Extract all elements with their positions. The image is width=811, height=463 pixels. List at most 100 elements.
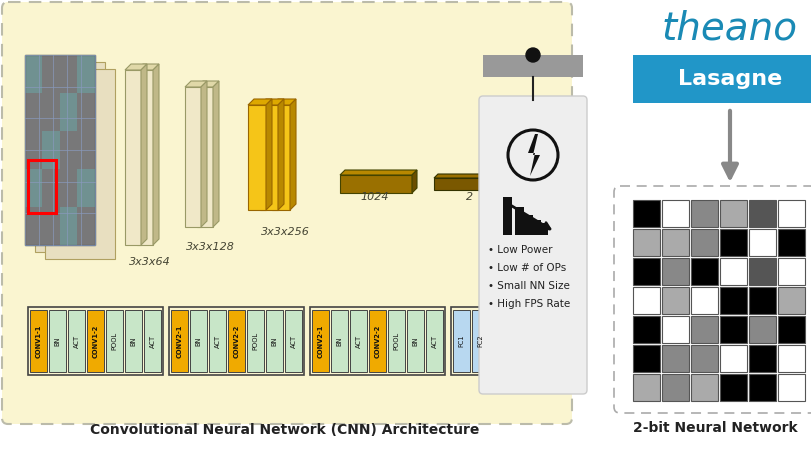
FancyBboxPatch shape	[613, 186, 811, 413]
Bar	[125, 310, 142, 372]
Bar	[60, 131, 77, 169]
Bar	[661, 200, 689, 227]
Bar	[68, 310, 85, 372]
Bar	[310, 307, 444, 375]
Text: BN: BN	[131, 336, 136, 346]
Bar	[690, 258, 717, 285]
Bar	[719, 287, 746, 314]
Bar	[331, 310, 348, 372]
Polygon shape	[277, 99, 284, 210]
Polygon shape	[340, 170, 417, 175]
Bar	[690, 287, 717, 314]
Bar	[285, 310, 302, 372]
Bar	[748, 316, 775, 343]
Text: CONV2-1: CONV2-1	[176, 324, 182, 358]
Text: theano: theano	[661, 9, 797, 47]
Polygon shape	[247, 99, 272, 105]
Text: CONV2-1: CONV2-1	[317, 324, 323, 358]
Bar	[523, 215, 532, 235]
Text: Lasagne: Lasagne	[677, 69, 781, 89]
Bar	[350, 310, 367, 372]
Bar	[144, 310, 161, 372]
Bar	[42, 169, 60, 207]
Bar	[633, 200, 659, 227]
Bar	[661, 316, 689, 343]
Bar	[633, 374, 659, 401]
Bar	[748, 345, 775, 372]
Bar	[514, 207, 523, 235]
Bar	[25, 207, 42, 245]
Bar	[502, 197, 512, 235]
Bar	[777, 200, 804, 227]
Bar	[45, 69, 115, 259]
Text: BN: BN	[336, 336, 342, 346]
Bar	[777, 287, 804, 314]
Bar	[483, 55, 582, 77]
Text: POOL: POOL	[393, 332, 399, 350]
Bar	[185, 87, 201, 227]
Bar	[748, 374, 775, 401]
Text: POOL: POOL	[111, 332, 118, 350]
Text: 3x3x128: 3x3x128	[186, 242, 234, 252]
Bar	[60, 93, 77, 131]
Text: • High FPS Rate: • High FPS Rate	[487, 299, 569, 309]
Polygon shape	[141, 64, 147, 245]
Bar	[137, 70, 152, 245]
Bar	[777, 345, 804, 372]
Bar	[777, 229, 804, 256]
Text: CONV1-1: CONV1-1	[36, 324, 41, 358]
Text: CONV1-2: CONV1-2	[92, 324, 98, 358]
Text: FC2: FC2	[477, 335, 483, 347]
Text: • Small NN Size: • Small NN Size	[487, 281, 569, 291]
Polygon shape	[152, 64, 159, 245]
Bar	[25, 131, 42, 169]
Bar	[311, 310, 328, 372]
Text: 2: 2	[466, 192, 473, 202]
Bar	[633, 287, 659, 314]
Text: BN: BN	[195, 336, 201, 346]
Polygon shape	[433, 174, 487, 178]
Bar	[719, 229, 746, 256]
Text: 2-bit Neural Network: 2-bit Neural Network	[632, 421, 796, 435]
Text: • Low Power: • Low Power	[487, 245, 551, 255]
Text: ACT: ACT	[431, 334, 437, 348]
Text: 3x3x256: 3x3x256	[260, 227, 309, 237]
Bar	[25, 169, 42, 207]
Bar	[719, 316, 746, 343]
Bar	[87, 310, 104, 372]
Bar	[25, 55, 42, 93]
Polygon shape	[197, 81, 219, 87]
Text: BN: BN	[271, 336, 277, 346]
Polygon shape	[483, 174, 487, 190]
Bar	[247, 310, 264, 372]
Text: 1024: 1024	[360, 192, 388, 202]
Bar	[719, 200, 746, 227]
FancyBboxPatch shape	[478, 96, 586, 394]
Bar	[406, 310, 423, 372]
Bar	[531, 220, 540, 235]
Bar	[539, 223, 547, 235]
Bar	[719, 345, 746, 372]
Bar	[77, 55, 95, 93]
FancyBboxPatch shape	[633, 55, 811, 103]
Bar	[30, 310, 47, 372]
Polygon shape	[527, 134, 539, 176]
Bar	[190, 310, 207, 372]
Bar	[77, 93, 95, 131]
Bar	[60, 169, 77, 207]
Bar	[690, 229, 717, 256]
Bar	[28, 159, 56, 213]
Bar	[690, 345, 717, 372]
Bar	[690, 374, 717, 401]
Bar	[106, 310, 122, 372]
Text: BN: BN	[412, 336, 418, 346]
Bar	[77, 207, 95, 245]
Bar	[42, 55, 60, 93]
Bar	[450, 307, 491, 375]
Bar	[777, 374, 804, 401]
Polygon shape	[125, 64, 147, 70]
Polygon shape	[185, 81, 207, 87]
Bar	[35, 62, 105, 252]
Bar	[633, 316, 659, 343]
Bar	[77, 169, 95, 207]
